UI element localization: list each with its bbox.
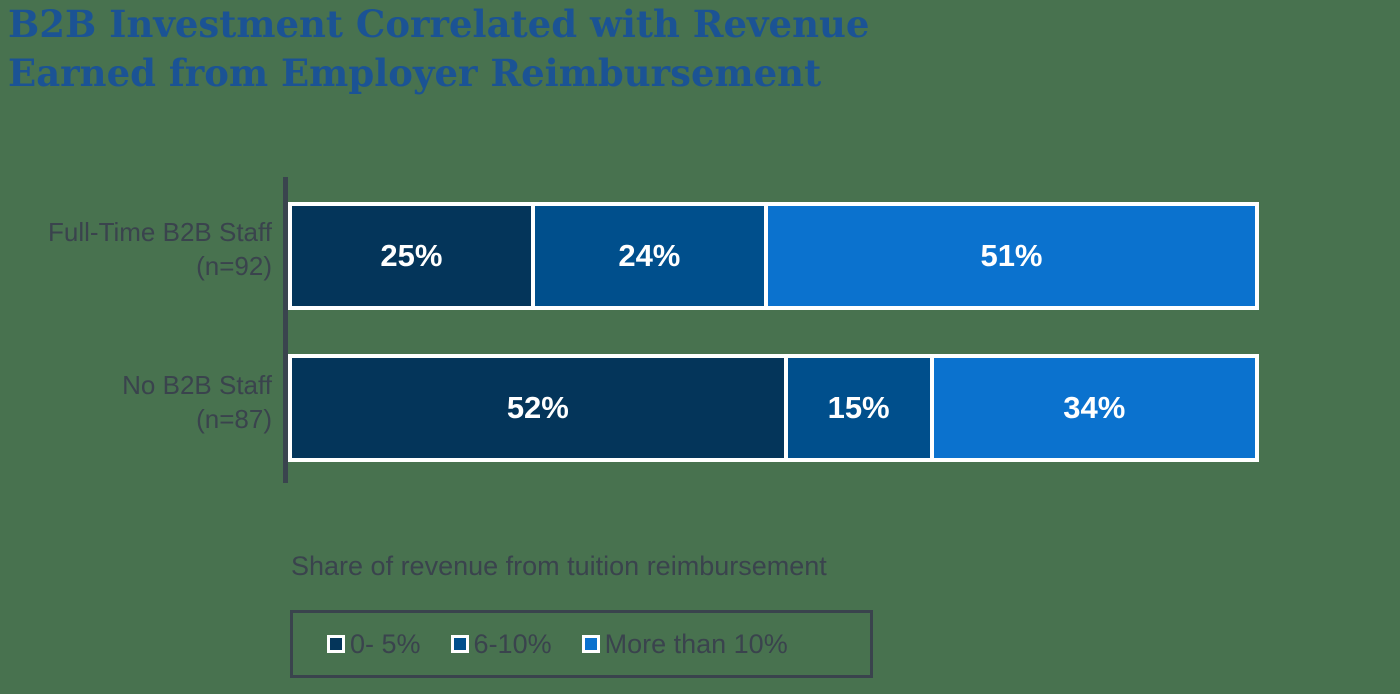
stacked-bar-full-time-b2b-staff: 25% 24% 51% [288,202,1259,310]
legend-label: 0- 5% [350,628,421,659]
legend-swatch [450,635,469,653]
chart-title: B2B Investment Correlated with Revenue E… [8,0,869,98]
bar-segment: 34% [933,358,1255,458]
chart-title-line2: Earned from Employer Reimbursement [8,51,822,95]
legend: 0- 5% 6-10% More than 10% [290,610,873,678]
bar-value-label: 24% [618,238,681,273]
bar-value-label: 51% [980,238,1043,273]
category-label-no-b2b-staff: No B2B Staff (n=87) [0,368,272,436]
bar-value-label: 25% [380,238,443,273]
legend-item: 0- 5% [327,629,421,660]
bar-segment: 52% [292,358,784,458]
chart-title-line1: B2B Investment Correlated with Revenue [8,2,870,46]
category-label-full-time-b2b-staff: Full-Time B2B Staff (n=92) [0,215,272,283]
bar-segment: 25% [292,206,531,306]
legend-title: Share of revenue from tuition reimbursem… [291,551,827,581]
bar-value-label: 52% [506,390,569,425]
legend-label: More than 10% [604,628,788,659]
y-axis-line [283,177,288,483]
category-sample-size: (n=87) [196,404,272,434]
legend-item: 6-10% [450,628,552,660]
bar-value-label: 15% [827,390,890,425]
category-label-text: No B2B Staff [122,370,272,400]
legend-item: More than 10% [581,628,788,660]
legend-swatch [327,635,345,653]
stacked-bar-no-b2b-staff: 52% 15% 34% [288,354,1259,462]
legend-swatch [581,635,600,653]
bar-value-label: 34% [1063,390,1126,425]
bar-segment: 51% [767,206,1255,306]
bar-segment: 24% [534,206,764,306]
bar-segment: 15% [787,358,930,458]
legend-label: 6-10% [473,628,552,659]
category-sample-size: (n=92) [196,251,272,281]
category-label-text: Full-Time B2B Staff [48,217,272,247]
